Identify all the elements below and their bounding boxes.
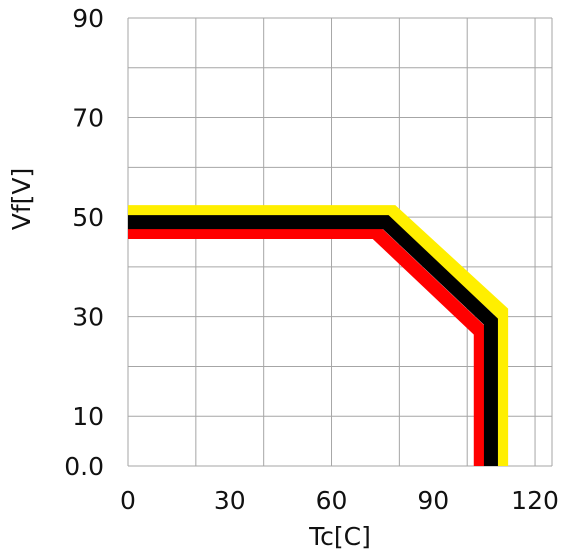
y-tick-labels: 0.0 10 30 50 70 90 [64,4,104,481]
x-tick-labels: 0 30 60 90 120 [120,486,559,515]
series-line-2 [128,225,488,466]
x-tick-label: 0 [120,486,136,515]
x-tick-label: 60 [316,486,348,515]
x-tick-label: 30 [214,486,246,515]
x-tick-label: 120 [511,486,559,515]
series-line-1 [128,205,509,466]
y-tick-label: 10 [72,402,104,431]
y-tick-label: 70 [72,104,104,133]
series-lines [128,205,509,466]
y-tick-label: 50 [72,203,104,232]
y-axis-label: Vf[V] [7,168,36,231]
y-tick-label: 30 [72,303,104,332]
series-line-3 [128,215,498,466]
y-tick-label: 90 [72,4,104,33]
x-tick-label: 90 [417,486,449,515]
x-axis-label: Tc[C] [308,522,371,551]
y-tick-label: 0.0 [64,452,104,481]
